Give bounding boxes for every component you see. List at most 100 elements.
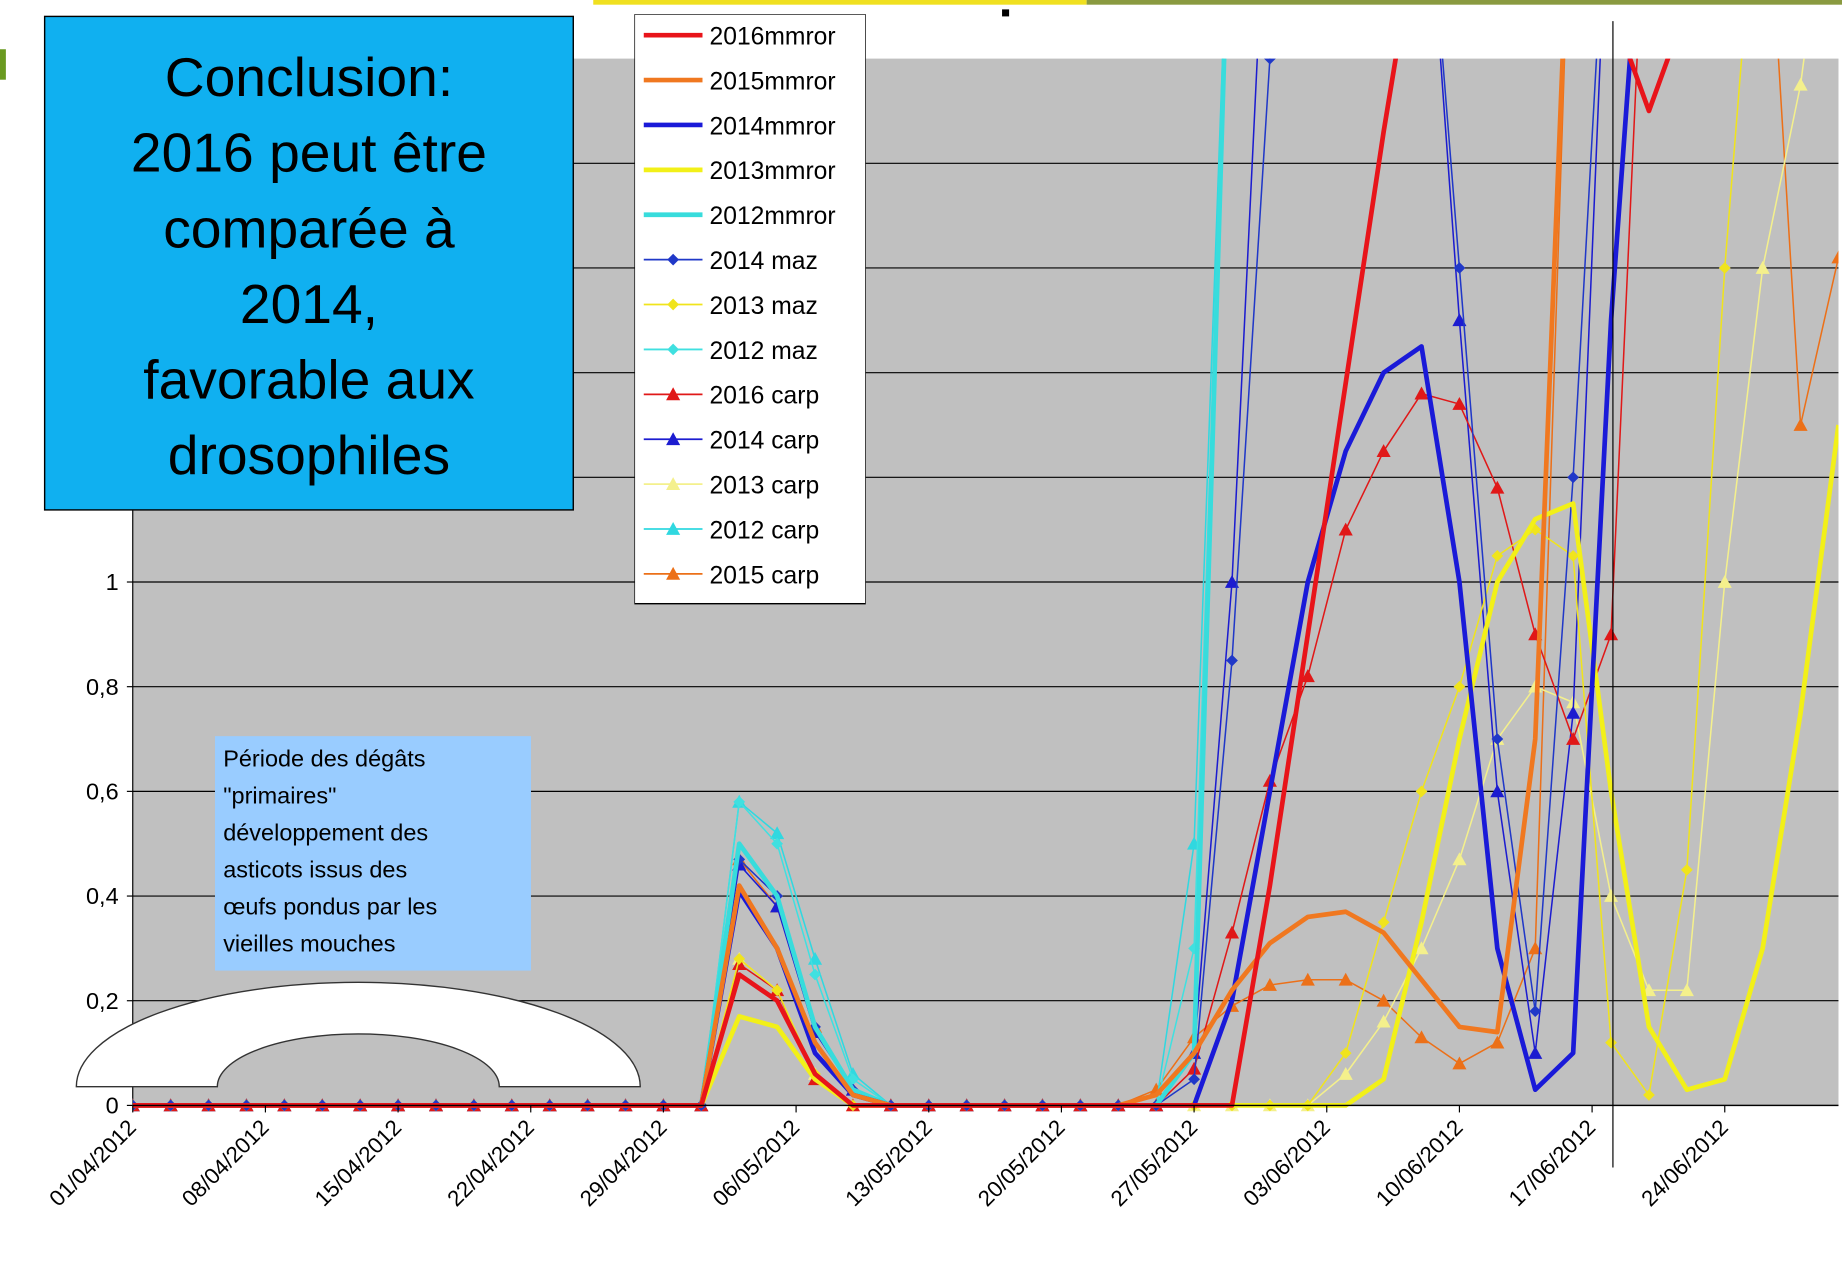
conclusion-line: drosophiles — [168, 424, 450, 486]
point — [1224, 574, 1240, 588]
annotation-line: asticots issus des — [223, 856, 407, 882]
point — [1452, 397, 1467, 410]
banner-strip — [593, 0, 1087, 5]
point — [1188, 1073, 1200, 1086]
point — [1376, 1014, 1391, 1028]
edge-mark — [0, 49, 6, 80]
point — [1566, 731, 1581, 745]
point — [1490, 1035, 1505, 1049]
annotation-line: "primaires" — [223, 783, 336, 809]
point — [667, 343, 680, 356]
point — [1300, 669, 1315, 683]
point — [1491, 733, 1504, 745]
point — [1793, 77, 1808, 91]
x-tick-label: 15/04/2012 — [310, 1115, 407, 1211]
legend-label: 2012 maz — [710, 338, 818, 365]
point — [1338, 972, 1353, 986]
point — [1338, 1066, 1353, 1080]
point — [1453, 680, 1466, 693]
conclusion-line: 2016 peut être — [131, 122, 487, 184]
x-tick-label: 03/06/2012 — [1238, 1115, 1335, 1211]
point — [1605, 1036, 1617, 1049]
legend-label: 2016mmror — [710, 24, 836, 51]
y-tick-label: 0,6 — [86, 779, 119, 805]
x-tick-label: 22/04/2012 — [442, 1115, 539, 1211]
banner-strip — [1086, 0, 1842, 5]
annotation-box — [214, 736, 531, 971]
conclusion-line: 2014, — [240, 273, 378, 335]
legend-label: 2012mmror — [710, 203, 836, 230]
y-tick-label: 1 — [106, 569, 119, 595]
x-tick-label: 24/06/2012 — [1636, 1115, 1733, 1211]
conclusion-box — [43, 15, 574, 511]
point — [809, 968, 821, 981]
point — [1264, 58, 1276, 65]
point — [1490, 784, 1505, 798]
point — [1566, 705, 1581, 719]
x-tick-label: 06/05/2012 — [708, 1115, 805, 1211]
x-tick-label: 13/05/2012 — [840, 1115, 937, 1211]
point — [1490, 480, 1505, 494]
annotation-line: Période des dégâts — [223, 746, 425, 772]
y-tick-label: 0,8 — [86, 674, 119, 700]
annotation: Période des dégâts "primaires" développeme… — [223, 746, 437, 957]
point — [1452, 313, 1467, 327]
point — [1603, 627, 1619, 641]
legend-label: 2014 maz — [710, 248, 818, 275]
annotation-line: vieilles mouches — [223, 930, 395, 956]
legend-label: 2015mmror — [710, 68, 836, 95]
point — [1262, 977, 1277, 991]
x-tick-label: 10/06/2012 — [1371, 1115, 1468, 1211]
conclusion: Conclusion: 2016 peut être comparée à 2014,… — [131, 46, 487, 486]
legend-label: 2013 maz — [710, 293, 818, 320]
point — [1755, 260, 1770, 274]
dome-shape — [75, 981, 641, 1088]
point — [666, 521, 681, 535]
annotation-line: œufs pondus par les — [223, 893, 437, 919]
legend-label: 2014mmror — [710, 113, 836, 140]
point — [770, 826, 785, 840]
y-tick-label: 0 — [106, 1093, 119, 1119]
x-tick-label: 01/04/2012 — [44, 1115, 141, 1211]
point — [1529, 1005, 1542, 1018]
y-tick-label: 0,2 — [86, 988, 119, 1014]
legend-label: 2013 carp — [710, 473, 820, 500]
point — [1338, 522, 1353, 536]
x-tick-label: 20/05/2012 — [973, 1115, 1070, 1211]
x-tick-label: 27/05/2012 — [1106, 1115, 1203, 1211]
point — [1414, 1030, 1429, 1044]
legend-clip: 2016mmror 2015mmror 2014mmror 2013mmror 2012… — [634, 14, 866, 605]
legend-label: 2016 carp — [710, 383, 820, 410]
legend-label: 2012 carp — [710, 517, 820, 544]
point — [666, 387, 681, 401]
x-tick-label: 08/04/2012 — [177, 1115, 274, 1211]
legend-label: 2014 carp — [710, 428, 820, 455]
point — [1603, 889, 1619, 902]
point — [1717, 574, 1732, 588]
point — [771, 837, 784, 850]
point — [1452, 1056, 1467, 1070]
point — [1567, 471, 1580, 484]
legend: 2016mmror 2015mmror 2014mmror 2013mmror 2012… — [643, 24, 836, 589]
point — [1414, 386, 1429, 400]
point — [1187, 1061, 1202, 1075]
point — [666, 566, 681, 580]
point — [1452, 852, 1467, 866]
point — [1528, 1046, 1543, 1059]
conclusion-line: favorable aux — [143, 349, 474, 411]
point — [666, 477, 681, 490]
annotation-line: développement des — [223, 820, 428, 846]
point — [1643, 1089, 1655, 1101]
point — [1793, 417, 1808, 431]
point — [1376, 993, 1391, 1007]
point — [1831, 250, 1839, 264]
dot — [1002, 9, 1010, 17]
conclusion-line: comparée à — [163, 197, 455, 259]
point — [1224, 925, 1240, 939]
x-axis-labels: 01/04/2012 08/04/2012 15/04/2012 22/04/2012… — [44, 1105, 1733, 1211]
legend-label: 2015 carp — [710, 562, 820, 589]
x-tick-label: 29/04/2012 — [575, 1115, 672, 1211]
point — [1679, 983, 1694, 997]
